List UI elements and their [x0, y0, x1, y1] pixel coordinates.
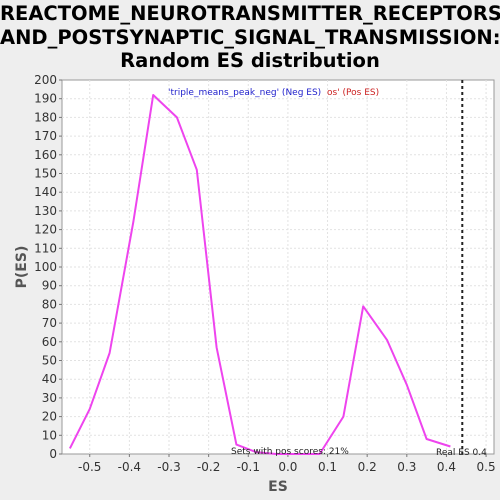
- chart-title: REACTOME_NEUROTRANSMITTER_RECEPTORS_ AND…: [0, 2, 500, 73]
- y-tick-label: 50: [42, 354, 57, 368]
- x-tick-label: -0.5: [78, 460, 101, 474]
- y-tick-label: 180: [34, 110, 57, 124]
- y-axis-label: P(ES): [14, 246, 30, 289]
- x-tick-label: -0.3: [157, 460, 180, 474]
- title-line-3: Random ES distribution: [120, 49, 380, 72]
- x-axis-label: ES: [268, 479, 288, 495]
- y-tick-label: 80: [42, 297, 57, 311]
- title-line-2: AND_POSTSYNAPTIC_SIGNAL_TRANSMISSION:: [0, 25, 500, 49]
- x-axis-ticks: -0.5 -0.4 -0.3 -0.2 -0.1 0.0 0.1 0.2 0.3 0.4 0.5: [78, 454, 496, 474]
- y-tick-label: 20: [42, 410, 57, 424]
- y-tick-label: 90: [42, 279, 57, 293]
- y-tick-label: 150: [34, 167, 57, 181]
- grid: [62, 80, 494, 454]
- y-tick-label: 130: [34, 204, 57, 218]
- x-tick-label: 0.5: [477, 460, 496, 474]
- x-tick-label: -0.2: [197, 460, 220, 474]
- title-line-1: REACTOME_NEUROTRANSMITTER_RECEPTORS_: [0, 2, 500, 25]
- y-tick-label: 100: [34, 260, 57, 274]
- x-tick-label: 0.4: [437, 460, 456, 474]
- x-tick-label: 0.3: [397, 460, 416, 474]
- y-tick-label: 110: [34, 241, 57, 255]
- es-distribution-line: [69, 94, 451, 455]
- y-tick-label: 0: [49, 447, 57, 461]
- y-tick-label: 10: [42, 428, 57, 442]
- x-tick-label: 0.2: [358, 460, 377, 474]
- y-tick-label: 160: [34, 148, 57, 162]
- real-es-annotation: Real ES 0.4: [436, 448, 487, 458]
- x-tick-label: 0.0: [278, 460, 297, 474]
- y-tick-label: 70: [42, 316, 57, 330]
- y-tick-label: 40: [42, 372, 57, 386]
- y-tick-label: 170: [34, 129, 57, 143]
- pos-scores-annotation: Sets with pos scores: 21%: [231, 447, 349, 457]
- y-tick-label: 140: [34, 185, 57, 199]
- y-axis-ticks: 0 10 20 30 40 50 60 70 80 90 100 110 120 130 140 150 160…: [34, 73, 62, 461]
- y-tick-label: 200: [34, 73, 57, 87]
- x-tick-label: -0.1: [237, 460, 260, 474]
- x-tick-label: 0.1: [318, 460, 337, 474]
- legend-pos-es: os' (Pos ES): [327, 88, 379, 98]
- legend-neg-es: 'triple_means_peak_neg' (Neg ES): [168, 88, 321, 98]
- y-tick-label: 60: [42, 335, 57, 349]
- y-tick-label: 190: [34, 92, 57, 106]
- x-tick-label: -0.4: [118, 460, 141, 474]
- series-layer: [69, 94, 451, 455]
- y-tick-label: 120: [34, 223, 57, 237]
- y-tick-label: 30: [42, 391, 57, 405]
